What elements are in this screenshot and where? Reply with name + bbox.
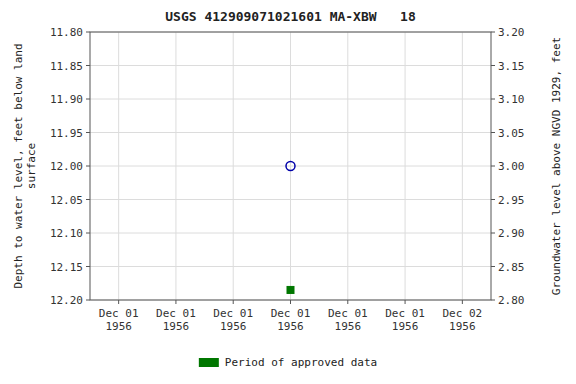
- tick-label: 12.05: [50, 194, 83, 207]
- tick-label: Dec 011956: [328, 307, 368, 333]
- grid-line: [405, 32, 406, 300]
- tick-mark: [491, 300, 495, 301]
- tick-label: 11.85: [50, 60, 83, 73]
- tick-label-line: 1956: [163, 320, 190, 333]
- y2-axis: 3.20 3.15 3.10 3.05 3.00 2.95 2.90 2.85 2.80: [491, 26, 525, 307]
- tick-label: 3.20: [498, 26, 525, 39]
- tick-label-line: 1956: [335, 320, 362, 333]
- axis-label-line: Depth to water level, feet below land: [12, 43, 25, 288]
- tick-label: 2.90: [498, 227, 525, 240]
- grid-line: [462, 32, 463, 300]
- tick-mark: [175, 300, 176, 304]
- tick-label: 12.00: [50, 160, 83, 173]
- tick-label-line: 1956: [105, 320, 132, 333]
- tick-mark: [491, 199, 495, 200]
- x-axis: Dec 011956Dec 011956Dec 011956Dec 011956…: [99, 300, 482, 333]
- tick-mark: [405, 300, 406, 304]
- tick-label: 2.80: [498, 294, 525, 307]
- axis-label-line: surface: [25, 143, 38, 189]
- grid-line: [233, 32, 234, 300]
- grid-line: [347, 32, 348, 300]
- tick-label-line: Dec 01: [156, 307, 196, 320]
- tick-label-line: 1956: [449, 320, 476, 333]
- title: USGS 412909071021601 MA-XBW 18: [165, 9, 416, 24]
- tick-mark: [233, 300, 234, 304]
- tick-mark: [347, 300, 348, 304]
- tick-mark: [86, 32, 90, 33]
- tick-mark: [491, 32, 495, 33]
- grid-line: [175, 32, 176, 300]
- legend-label: Period of approved data: [225, 356, 377, 369]
- tick-mark: [86, 233, 90, 234]
- point: [286, 162, 295, 171]
- tick-label: 12.15: [50, 261, 83, 274]
- tick-label-line: Dec 01: [385, 307, 425, 320]
- tick-label: 12.20: [50, 294, 83, 307]
- tick-label-line: Dec 01: [99, 307, 139, 320]
- tick-mark: [86, 65, 90, 66]
- tick-label: 3.15: [498, 60, 525, 73]
- legend: Period of approved data: [199, 356, 377, 369]
- y-axis-label: Depth to water level, feet below landsur…: [12, 43, 38, 288]
- tick-label: 3.00: [498, 160, 525, 173]
- tick-label: 12.10: [50, 227, 83, 240]
- tick-mark: [491, 132, 495, 133]
- tick-label: Dec 011956: [385, 307, 425, 333]
- tick-mark: [86, 266, 90, 267]
- tick-label: 11.90: [50, 93, 83, 106]
- tick-label-line: Dec 01: [328, 307, 368, 320]
- tick-mark: [491, 166, 495, 167]
- tick-label-line: Dec 01: [271, 307, 311, 320]
- tick-label: 2.95: [498, 194, 525, 207]
- tick-label: Dec 011956: [156, 307, 196, 333]
- tick-mark: [86, 166, 90, 167]
- tick-label-line: Dec 02: [442, 307, 482, 320]
- tick-label: 3.05: [498, 127, 525, 140]
- tick-mark: [118, 300, 119, 304]
- tick-label-line: 1956: [392, 320, 419, 333]
- chart: 11.80 11.85 11.90 11.95 12.00 12.05 12.10 12.15…: [0, 0, 576, 384]
- tick-mark: [290, 300, 291, 304]
- tick-label: Dec 021956: [442, 307, 482, 333]
- y-axis: 11.80 11.85 11.90 11.95 12.00 12.05 12.10 12.15…: [50, 26, 90, 307]
- tick-label: Dec 011956: [99, 307, 139, 333]
- tick-label: Dec 011956: [271, 307, 311, 333]
- tick-mark: [86, 199, 90, 200]
- y2-axis-label: Groundwater level above NGVD 1929, feet: [550, 37, 563, 295]
- grid-line: [290, 32, 291, 300]
- tick-label: Dec 011956: [213, 307, 253, 333]
- tick-label-line: 1956: [220, 320, 247, 333]
- tick-mark: [462, 300, 463, 304]
- grid: [90, 32, 491, 300]
- grid-line: [118, 32, 119, 300]
- plot-frame: [90, 32, 491, 300]
- tick-mark: [491, 266, 495, 267]
- legend-swatch: [199, 358, 219, 367]
- tick-label: 2.85: [498, 261, 525, 274]
- marks: [286, 162, 295, 294]
- tick-mark: [86, 99, 90, 100]
- point: [287, 286, 294, 293]
- tick-label: 3.10: [498, 93, 525, 106]
- tick-label-line: 1956: [277, 320, 304, 333]
- tick-label-line: Dec 01: [213, 307, 253, 320]
- tick-mark: [86, 300, 90, 301]
- tick-mark: [86, 132, 90, 133]
- tick-mark: [491, 233, 495, 234]
- tick-mark: [491, 99, 495, 100]
- background: [0, 0, 576, 384]
- tick-label: 11.95: [50, 127, 83, 140]
- tick-label: 11.80: [50, 26, 83, 39]
- tick-mark: [491, 65, 495, 66]
